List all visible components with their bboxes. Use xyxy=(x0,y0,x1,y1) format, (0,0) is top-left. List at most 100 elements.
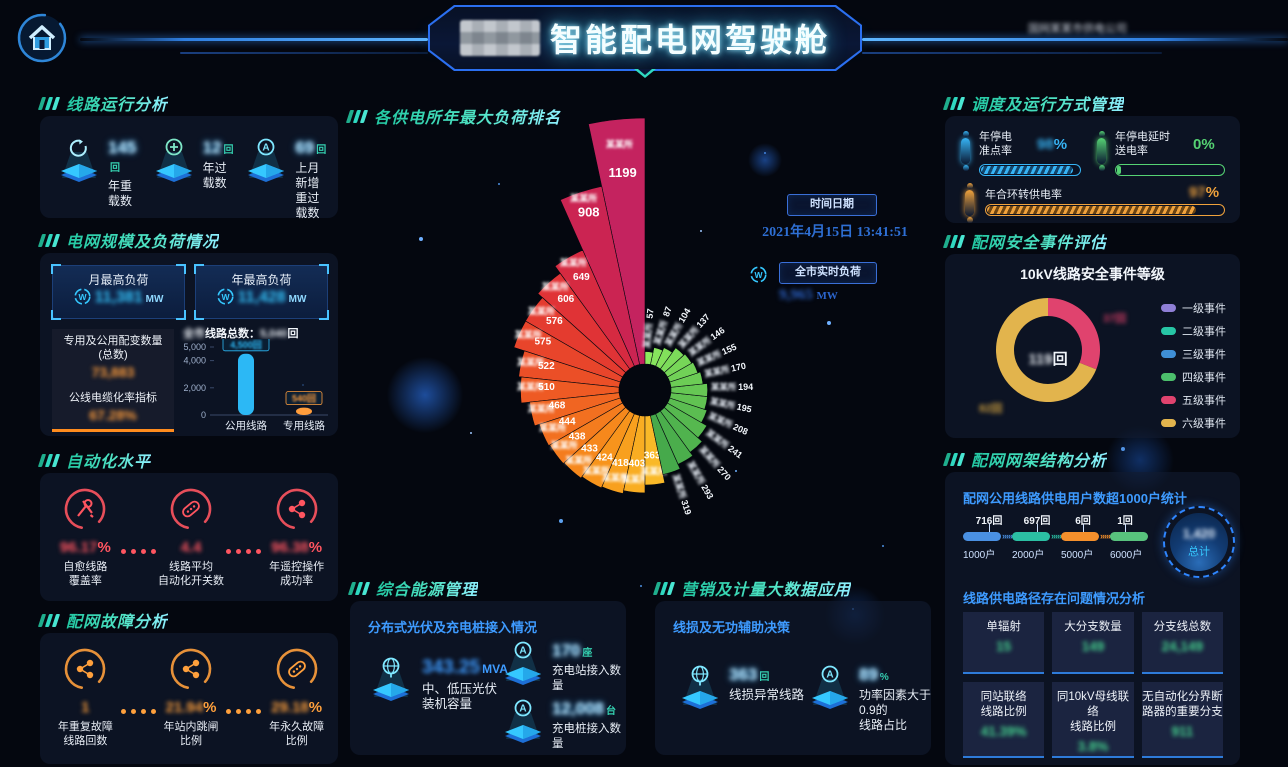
section-safety: 配网安全事件评估 xyxy=(942,231,1107,252)
chart-title: 10kV线路安全事件等级 xyxy=(1020,266,1165,282)
dispatch-card: 年停电 准点率 98% 年停电延时 送电率 0% 年合环转供电率 97% xyxy=(945,116,1240,223)
header-line-left xyxy=(80,38,428,41)
issue-cell: 分支线总数 24,149 xyxy=(1141,612,1223,674)
dots-separator xyxy=(226,675,262,748)
rose-bar-value: 195 xyxy=(736,402,753,415)
flow-chevrons-icon: »»» xyxy=(1051,531,1064,541)
rose-bar-value: 155 xyxy=(720,342,738,357)
rose-bar-value: 319 xyxy=(679,499,693,516)
stat-label: 年重载数 xyxy=(108,179,133,208)
stat-unit: MW xyxy=(816,290,838,302)
title-banner: 智能配电网驾驶舱 xyxy=(430,7,860,69)
rose-bar-name: 某某所 xyxy=(703,364,731,379)
a-circle-icon: A xyxy=(239,138,293,191)
section-energy: 综合能源管理 xyxy=(347,578,478,599)
rose-bar-value: 468 xyxy=(549,401,566,412)
cell-label: 同站联络 xyxy=(980,691,1027,703)
stat-value: 170 xyxy=(552,641,581,660)
flow-value: 697回 xyxy=(1023,516,1051,527)
line-total-prefix: 全市 xyxy=(183,328,205,340)
cell-label: 无自动化分界断 xyxy=(1142,691,1223,703)
cell-label-2: 线路比例 xyxy=(980,706,1027,718)
rose-bar-name: 某某所 xyxy=(517,357,544,368)
legend-swatch xyxy=(1161,350,1176,358)
stat-label: 功率因素大于0.9的 xyxy=(859,688,932,717)
stat-label-2: 比例 xyxy=(180,735,202,747)
share-ring-icon xyxy=(63,647,107,691)
legend-label: 三级事件 xyxy=(1182,349,1226,361)
stat-avg-switches: 4.4 线路平均 自动化开关数 xyxy=(156,487,227,588)
stat-label: 充电站接入数量 xyxy=(552,665,621,692)
banner-triangle-icon xyxy=(634,69,656,89)
total-label: 总计 xyxy=(1188,545,1210,558)
donut-legend: 一级事件 二级事件 三级事件 四级事件 五级事件 六级事件 xyxy=(1161,300,1226,431)
a-circle-icon: A xyxy=(803,665,857,718)
cell-label-2: 路器的重要分支 xyxy=(1142,706,1223,718)
rose-bar-name: 某某所 xyxy=(539,422,566,433)
legend-label: 六级事件 xyxy=(1182,418,1226,430)
rose-bar-value: 293 xyxy=(699,483,715,501)
rose-bar-name: 某某所 xyxy=(640,466,667,477)
stat-label-2: 准点率 xyxy=(979,145,1012,157)
rose-bar-value: 649 xyxy=(573,272,590,283)
stat-charge-stations: A 170 座 充电站接入数量 xyxy=(496,641,626,694)
cell-value: 149 xyxy=(1081,639,1105,654)
flow-value: 1回 xyxy=(1117,516,1133,527)
stat-value: 4.4 xyxy=(180,539,202,556)
w-icon: W xyxy=(216,288,238,306)
stat-label-2: 比例 xyxy=(285,735,308,747)
cell-label: 分支线总数 xyxy=(1153,621,1212,633)
overload-icon xyxy=(147,138,201,191)
safety-donut-chart xyxy=(996,298,1101,402)
rose-bar-name: 某某所 xyxy=(528,306,555,317)
section-marker-icon xyxy=(37,453,61,467)
section-faults: 配网故障分析 xyxy=(37,610,168,631)
rose-bar-name: 某某所 xyxy=(686,459,708,487)
share-ring-icon xyxy=(169,647,213,691)
panel-subtitle: 配网公用线路供电用户数超1000户统计 xyxy=(963,491,1187,506)
bar-value-label: 540回 xyxy=(292,394,316,404)
stat-value: 96.17 xyxy=(59,539,98,556)
stat-unit: % xyxy=(308,539,323,556)
stat-unit: 回 xyxy=(316,145,327,156)
stat-unit: MW xyxy=(288,294,307,305)
stat-value: 11,381 xyxy=(94,289,143,306)
rose-bar-name: 某某所 xyxy=(602,472,629,483)
svg-text:W: W xyxy=(78,292,87,302)
rose-bar-name: 某某所 xyxy=(551,440,578,451)
legend-label: 五级事件 xyxy=(1182,395,1226,407)
issue-cell: 大分支数量 149 xyxy=(1052,612,1134,674)
legend-label: 二级事件 xyxy=(1182,326,1226,338)
progress-fill xyxy=(1117,166,1122,174)
stat-label: 年站内跳闸 xyxy=(163,721,219,733)
issue-cell: 单辐射 15 xyxy=(963,612,1045,674)
realtime-load-value: 9,965 MW xyxy=(779,287,889,304)
switch-ring-icon xyxy=(275,647,319,691)
stat-new-overload: A 69 回 上月新增 重过载数 xyxy=(239,138,328,221)
structure-card: 配网公用线路供电用户数超1000户统计 716回 697回 6回 1回 »»» … xyxy=(945,472,1240,765)
rose-bar-name: 某某所 xyxy=(528,403,555,414)
rose-bar-name: 某某所 xyxy=(671,473,689,501)
section-title: 线路运行分析 xyxy=(66,91,168,115)
stat-power-factor: A 89% 功率因素大于0.9的 线路占比 xyxy=(803,665,931,733)
year-max-load-box: 年最高负荷 W 11,428 MW xyxy=(194,264,329,320)
rose-bar-value: 576 xyxy=(546,316,563,327)
stat-annual-overload: 12 回 年过载数 xyxy=(147,138,236,221)
stat-value: 73,883 xyxy=(91,364,135,380)
home-button[interactable] xyxy=(16,12,68,64)
cell-label: 大分支数量 xyxy=(1064,621,1122,633)
bar xyxy=(296,407,312,415)
automation-card: 96.17% 自愈线路 覆盖率 4.4 线路平均 自动化开关数 96.38% 年遥控… xyxy=(40,473,338,601)
section-marker-icon xyxy=(37,233,61,247)
dots-separator xyxy=(120,675,156,748)
flow-chevrons-icon: »»» xyxy=(1100,531,1113,541)
section-marker-icon xyxy=(347,581,371,595)
y-tick-label: 2,000 xyxy=(183,383,206,393)
legend-item: 五级事件 xyxy=(1161,392,1226,408)
rose-bar-name: 某某所 xyxy=(641,322,654,349)
bar-category-label: 公用线路 xyxy=(225,419,267,432)
stat-charge-piles: A 12,008 台 充电桩接入数量 xyxy=(496,699,626,752)
rose-bar-value: 418 xyxy=(612,458,629,469)
issue-cell: 同10kV母线联络 线路比例 3.8% xyxy=(1052,682,1134,758)
stat-value: 21.94 xyxy=(165,699,204,716)
